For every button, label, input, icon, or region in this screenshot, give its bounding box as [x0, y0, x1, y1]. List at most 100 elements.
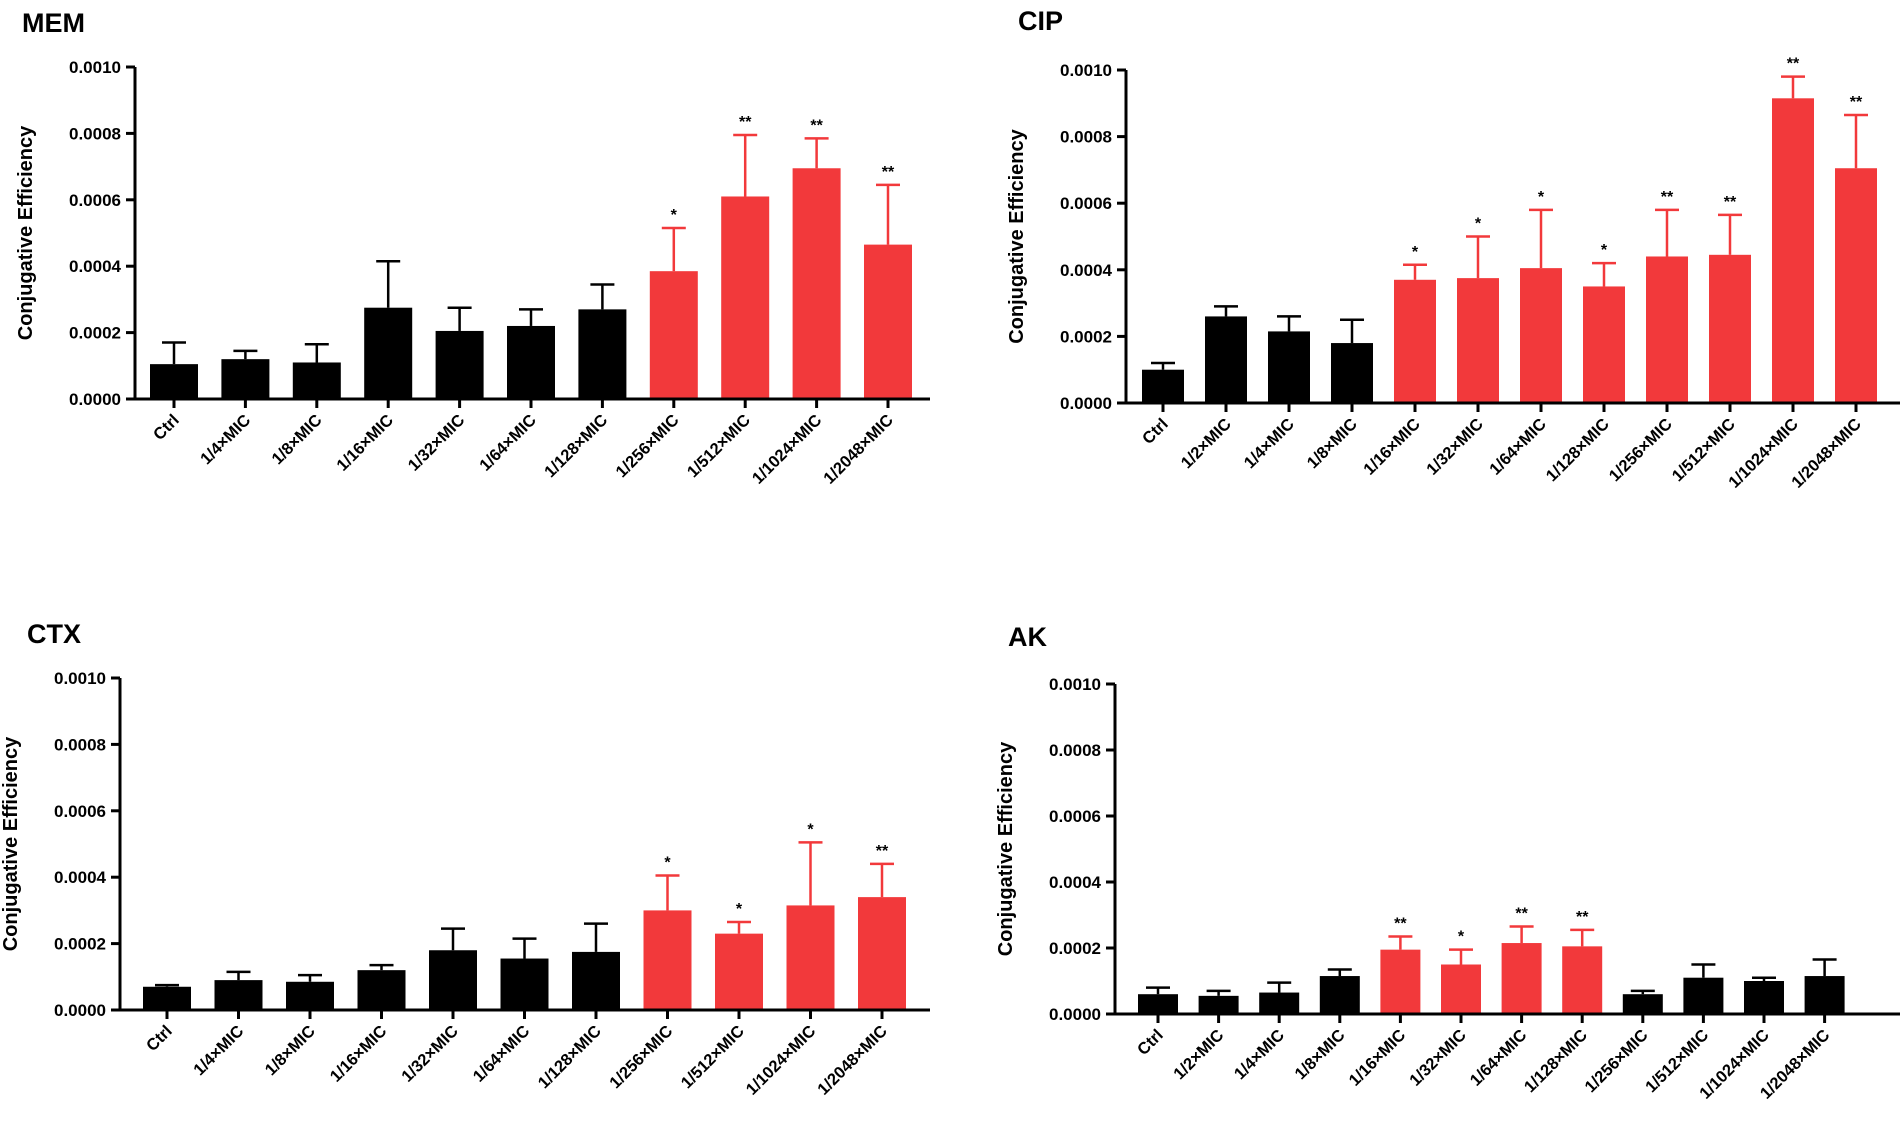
- bar: [649, 271, 698, 399]
- y-tick-label: 0.0006: [1060, 194, 1112, 213]
- bar: [715, 933, 763, 1010]
- y-axis-label: Conjugative Efficiency: [995, 741, 1017, 956]
- x-tick-label: 1/512×MIC: [684, 411, 754, 481]
- x-tick-label: 1/16×MIC: [1346, 1026, 1410, 1090]
- bar: [1709, 254, 1751, 403]
- bar: [357, 970, 406, 1010]
- x-tick-label: 1/8×MIC: [1304, 415, 1361, 472]
- bar: [1622, 994, 1663, 1014]
- x-tick-label: 1/256×MIC: [1606, 415, 1676, 485]
- y-tick-label: 0.0002: [1060, 327, 1112, 346]
- y-tick-label: 0.0006: [69, 191, 121, 210]
- bar: [1457, 278, 1499, 403]
- significance-label: *: [1538, 189, 1545, 206]
- bar: [143, 986, 191, 1010]
- bar: [1205, 316, 1247, 403]
- x-tick-label: 1/64×MIC: [1486, 415, 1550, 479]
- bar: [292, 362, 341, 399]
- x-tick-label: 1/32×MIC: [1406, 1026, 1470, 1090]
- x-tick-label: 1/16×MIC: [1360, 415, 1424, 479]
- bar: [1562, 946, 1603, 1014]
- x-tick-label: 1/1024×MIC: [749, 411, 826, 488]
- x-tick-label: 1/32×MIC: [405, 411, 469, 475]
- x-tick-label: 1/64×MIC: [1467, 1026, 1531, 1090]
- significance-label: **: [1850, 94, 1863, 111]
- y-tick-label: 0.0000: [54, 1001, 106, 1020]
- significance-label: *: [671, 207, 678, 224]
- x-tick-label: 1/256×MIC: [613, 411, 683, 481]
- bar: [435, 330, 484, 399]
- x-tick-label: 1/2×MIC: [1170, 1026, 1227, 1083]
- bar: [572, 951, 620, 1010]
- y-tick-label: 0.0008: [54, 735, 106, 754]
- significance-label: **: [1661, 189, 1674, 206]
- y-tick-label: 0.0008: [1060, 128, 1112, 147]
- bar: [214, 980, 263, 1010]
- y-tick-label: 0.0010: [1049, 675, 1101, 694]
- y-tick-label: 0.0004: [1049, 873, 1102, 892]
- x-tick-label: 1/16×MIC: [327, 1022, 391, 1086]
- x-tick-label: 1/8×MIC: [268, 411, 325, 468]
- significance-label: *: [1601, 242, 1608, 259]
- panel-title: AK: [1008, 622, 1047, 652]
- significance-label: **: [810, 117, 823, 134]
- panel-title: CIP: [1018, 6, 1063, 36]
- x-tick-label: 1/4×MIC: [1241, 415, 1298, 472]
- y-tick-label: 0.0010: [69, 58, 121, 77]
- bar: [858, 897, 906, 1010]
- bar: [1441, 964, 1481, 1014]
- y-tick-label: 0.0008: [69, 124, 121, 143]
- y-tick-label: 0.0000: [69, 390, 121, 409]
- bar: [1259, 992, 1300, 1014]
- y-axis-label: Conjugative Efficiency: [15, 125, 37, 340]
- bar: [1520, 268, 1562, 403]
- y-tick-label: 0.0004: [69, 257, 122, 276]
- y-axis-label: Conjugative Efficiency: [1006, 128, 1028, 343]
- bar: [1331, 343, 1373, 403]
- panel-ctx: CTX Conjugative Efficiency 0.0000 0.0002 0.0…: [0, 619, 930, 1099]
- x-tick-label: 1/128×MIC: [1521, 1026, 1591, 1096]
- x-tick-label: 1/4×MIC: [1231, 1026, 1288, 1083]
- y-tick-label: 0.0000: [1049, 1005, 1101, 1024]
- x-tick-label: 1/8×MIC: [262, 1022, 319, 1079]
- significance-label: **: [1515, 906, 1528, 923]
- bar: [364, 307, 413, 399]
- bar: [1772, 98, 1814, 404]
- bar: [643, 910, 692, 1010]
- y-tick-label: 0.0006: [1049, 807, 1101, 826]
- bar: [721, 196, 770, 399]
- y-tick-label: 0.0004: [1060, 261, 1113, 280]
- x-tick-label: 1/64×MIC: [470, 1022, 534, 1086]
- significance-label: **: [876, 843, 889, 860]
- y-tick-label: 0.0006: [54, 802, 106, 821]
- y-axis-label: Conjugative Efficiency: [0, 736, 22, 951]
- panel-mem: MEM Conjugative Efficiency 0.0000 0.0002 0.0…: [15, 8, 930, 488]
- bar: [578, 309, 627, 399]
- y-tick-label: 0.0004: [54, 868, 107, 887]
- x-tick-label: 1/128×MIC: [1543, 415, 1613, 485]
- x-tick-label: Ctrl: [143, 1022, 176, 1055]
- x-tick-label: 1/4×MIC: [197, 411, 254, 468]
- bar: [1380, 949, 1421, 1014]
- x-tick-label: 1/256×MIC: [1582, 1026, 1652, 1096]
- significance-label: **: [739, 114, 752, 131]
- panel-cip: CIP Conjugative Efficiency 0.0000 0.0002 0.0…: [1006, 6, 1900, 492]
- bar: [1268, 331, 1310, 403]
- significance-label: **: [1576, 909, 1589, 926]
- bar: [1835, 168, 1877, 403]
- x-tick-label: 1/4×MIC: [190, 1022, 247, 1079]
- bar: [1501, 943, 1542, 1014]
- x-tick-label: 1/8×MIC: [1291, 1026, 1348, 1083]
- bar: [1319, 976, 1360, 1014]
- bar: [786, 905, 835, 1010]
- bar: [500, 958, 549, 1010]
- significance-label: *: [736, 901, 743, 918]
- significance-label: **: [1787, 56, 1800, 73]
- bar: [792, 168, 841, 399]
- bar: [1683, 977, 1724, 1014]
- x-tick-label: 1/64×MIC: [476, 411, 540, 475]
- x-tick-label: Ctrl: [1134, 1026, 1167, 1059]
- bar: [150, 364, 198, 399]
- x-tick-label: 1/16×MIC: [333, 411, 397, 475]
